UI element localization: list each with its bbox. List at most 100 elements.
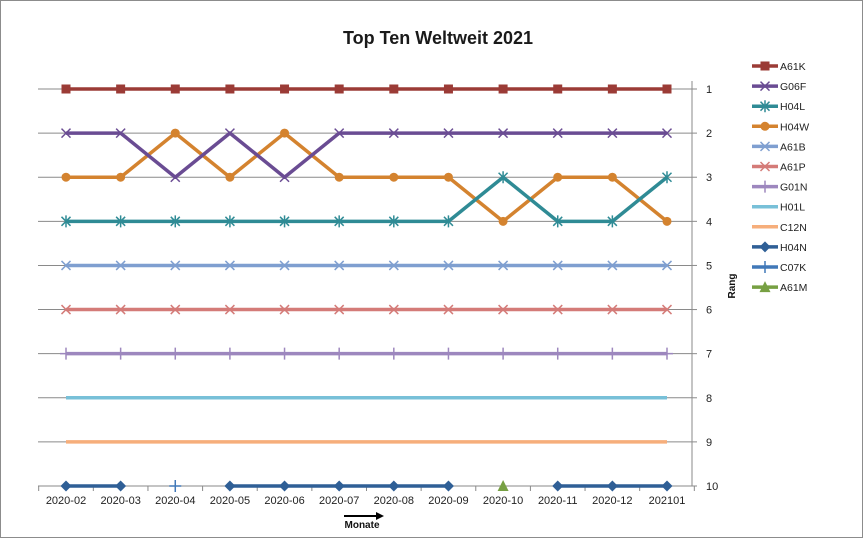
data-point-h04l: [224, 215, 235, 228]
data-point-a61k: [334, 84, 344, 94]
data-point-h04l: [115, 215, 126, 228]
y-tick-label: 2: [706, 128, 712, 140]
x-tick-label: 2020-11: [538, 495, 578, 507]
legend-item-a61m: A61M: [752, 281, 807, 294]
data-point-h04w: [334, 172, 344, 182]
data-point-g06f: [552, 128, 563, 139]
y-tick-label: 5: [706, 260, 712, 272]
data-point-g06f: [661, 128, 673, 139]
x-axis-arrow-icon: [344, 512, 384, 520]
legend-label-g01n: G01N: [780, 182, 807, 194]
legend-marker-c07k: [759, 261, 771, 273]
legend-item-g01n: G01N: [752, 180, 807, 194]
data-point-h04n: [661, 480, 673, 492]
data-point-h04w: [61, 172, 71, 182]
y-tick-label: 7: [706, 349, 712, 361]
data-point-a61k: [498, 84, 508, 94]
data-point-a61p: [498, 304, 509, 315]
data-point-h04w: [170, 128, 180, 138]
data-point-a61k: [225, 84, 235, 94]
legend-marker-a61b: [759, 141, 771, 152]
data-point-a61b: [115, 260, 126, 271]
data-point-a61p: [661, 304, 673, 315]
legend-marker-g01n: [759, 180, 771, 193]
data-point-a61b: [552, 260, 563, 271]
data-point-g01n: [223, 347, 236, 360]
data-point-h04w: [607, 172, 617, 182]
x-tick-label: 2020-09: [428, 495, 468, 507]
data-point-h04l: [279, 215, 290, 228]
legend-item-c07k: C07K: [752, 261, 806, 274]
legend-marker-h04l: [759, 100, 771, 113]
arrow-head: [376, 512, 384, 520]
legend-marker-a61k: [760, 61, 770, 71]
data-point-h04l: [334, 215, 345, 228]
data-point-h04l: [552, 215, 563, 228]
data-point-g06f: [115, 128, 126, 139]
data-point-a61k: [61, 84, 71, 94]
x-tick-label: 2020-12: [592, 495, 632, 507]
legend-label-a61m: A61M: [780, 282, 807, 294]
y-tick-label: 1: [706, 84, 712, 96]
data-point-h04l: [388, 215, 399, 228]
data-point-h04w: [553, 172, 563, 182]
legend-label-c12n: C12N: [780, 222, 807, 234]
data-point-g06f: [388, 128, 399, 139]
data-point-a61p: [443, 304, 454, 315]
data-point-g06f: [279, 172, 290, 183]
data-point-g06f: [607, 128, 618, 139]
data-point-g01n: [551, 347, 564, 360]
data-point-a61p: [115, 304, 126, 315]
legend-label-h04w: H04W: [780, 121, 809, 133]
legend-label-h01l: H01L: [780, 202, 805, 214]
data-point-a61b: [170, 260, 181, 271]
x-tick-label: 2020-02: [46, 495, 86, 507]
data-point-a61p: [60, 304, 72, 315]
data-point-a61b: [443, 260, 454, 271]
data-point-h04l: [661, 171, 673, 184]
data-point-g01n: [114, 347, 127, 360]
data-point-g01n: [442, 347, 455, 360]
data-point-h04w: [443, 172, 453, 182]
data-point-h04n: [60, 480, 72, 492]
data-point-a61m: [497, 480, 509, 491]
data-point-a61k: [662, 84, 672, 94]
y-tick-label: 3: [706, 172, 712, 184]
legend-item-h04n: H04N: [752, 241, 807, 254]
data-point-g01n: [278, 347, 291, 360]
series-g01n: [60, 347, 673, 360]
data-point-h04n: [224, 480, 236, 492]
data-point-a61k: [607, 84, 617, 94]
series-line-h04l: [66, 175, 669, 224]
data-point-a61b: [388, 260, 399, 271]
legend-marker-g06f: [759, 81, 771, 92]
data-point-g06f: [498, 128, 509, 139]
legend-item-a61p: A61P: [752, 161, 806, 174]
y-axis-title: Rang: [727, 274, 738, 299]
data-point-c07k: [169, 480, 182, 492]
data-point-g06f: [170, 172, 181, 183]
legend-marker-h04w: [760, 121, 770, 131]
x-tick-label: 202101: [649, 495, 686, 507]
series-c07k: [169, 480, 182, 492]
data-point-a61b: [498, 260, 509, 271]
legend-label-a61k: A61K: [780, 61, 806, 73]
data-point-h04w: [225, 172, 235, 182]
x-tick-label: 2020-08: [374, 495, 414, 507]
y-tick-label: 8: [706, 393, 712, 405]
x-tick-label: 2020-03: [100, 495, 140, 507]
data-point-g01n: [60, 347, 72, 360]
legend-marker-a61p: [759, 161, 771, 172]
data-point-g06f: [334, 128, 345, 139]
legend-label-h04n: H04N: [780, 242, 807, 254]
legend-label-h04l: H04L: [780, 101, 805, 113]
data-point-a61b: [224, 260, 235, 271]
data-point-g06f: [224, 128, 235, 139]
data-point-g01n: [333, 347, 346, 360]
data-point-g01n: [497, 347, 510, 360]
data-point-h04w: [280, 128, 290, 138]
data-point-h04l: [498, 171, 509, 184]
data-point-h04n: [552, 480, 564, 492]
data-point-a61k: [116, 84, 126, 94]
